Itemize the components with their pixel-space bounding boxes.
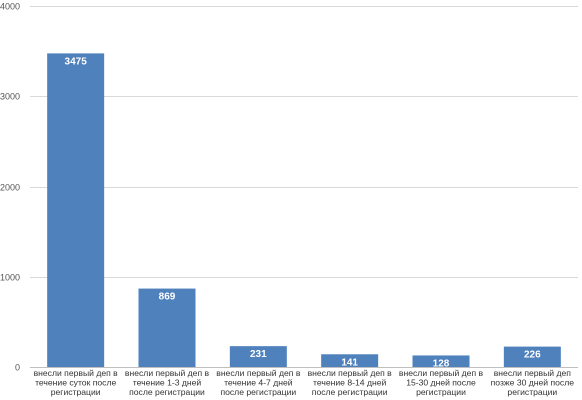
bar bbox=[229, 346, 287, 367]
x-category-label: внесли первый деп в 15-30 дней после регис… bbox=[399, 368, 484, 397]
y-tick-label: 4000 bbox=[0, 2, 20, 12]
bar bbox=[138, 288, 196, 367]
y-tick-label: 2000 bbox=[0, 183, 20, 193]
y-tick-label: 0 bbox=[15, 363, 20, 373]
bars bbox=[47, 53, 561, 367]
bar bbox=[321, 354, 379, 367]
y-tick-label: 1000 bbox=[0, 273, 20, 283]
x-axis-category-labels: внесли первый деп в течение суток после ре… bbox=[34, 368, 575, 397]
data-label: 141 bbox=[341, 357, 358, 368]
x-category-label: внесли первый деп в течение 8-14 дней посл… bbox=[308, 368, 393, 397]
grid-lines bbox=[30, 6, 578, 368]
bar bbox=[412, 355, 470, 367]
y-tick-label: 3000 bbox=[0, 92, 20, 102]
data-label: 226 bbox=[524, 350, 541, 361]
y-axis-tick-labels: 0 1000 2000 3000 4000 bbox=[0, 2, 20, 373]
data-label: 869 bbox=[159, 292, 176, 303]
bar bbox=[503, 346, 561, 367]
x-category-label: внесли первый деп в течение 4-7 дней после… bbox=[216, 368, 301, 397]
data-label: 3475 bbox=[65, 56, 88, 67]
data-label: 231 bbox=[250, 349, 267, 360]
x-category-label: внесли первый деп в течение 1-3 дней после… bbox=[125, 368, 210, 397]
data-labels: 3475 869 231 141 128 226 bbox=[65, 56, 542, 369]
x-category-label: внесли первый деп в течение суток после ре… bbox=[34, 368, 119, 397]
x-category-label: внесли первый деп позже 30 дней после реги… bbox=[491, 368, 575, 397]
bar bbox=[47, 53, 105, 367]
data-label: 128 bbox=[433, 358, 450, 369]
